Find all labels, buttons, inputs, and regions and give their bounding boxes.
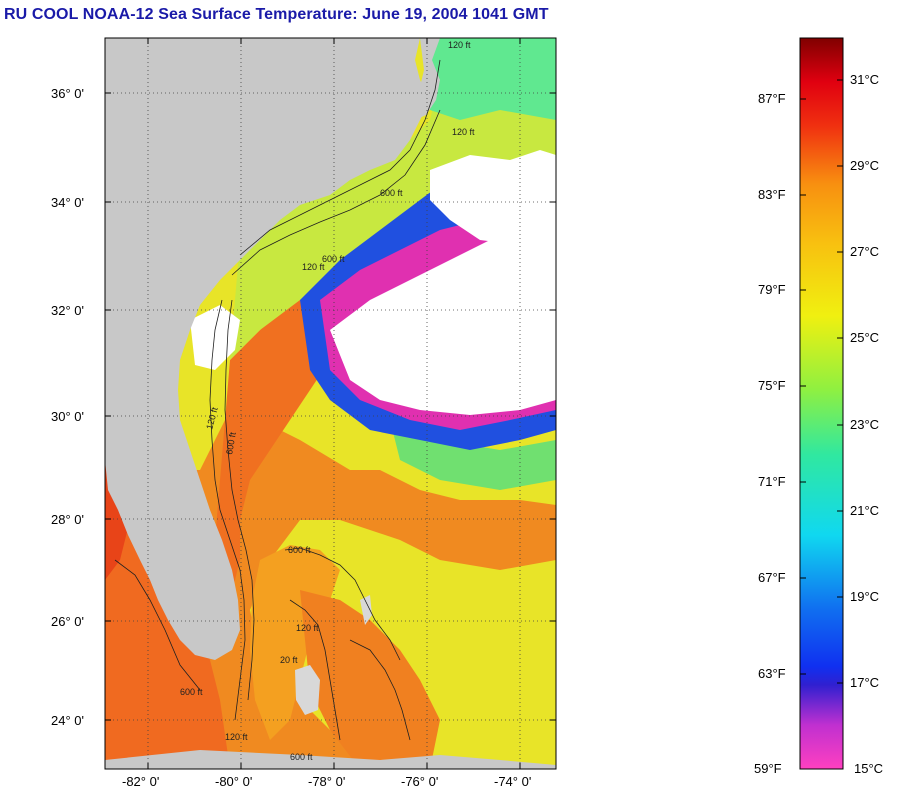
map-frame (104, 37, 557, 770)
colorbar-fahrenheit-label: 83°F (758, 187, 786, 202)
sst-image (105, 38, 556, 769)
page-title: RU COOL NOAA-12 Sea Surface Temperature:… (4, 6, 549, 23)
lon-tick-label: -80° 0' (215, 774, 253, 789)
colorbar-celsius-label: 21°C (850, 503, 880, 518)
lat-tick-label: 26° 0' (51, 614, 84, 629)
colorbar-celsius-label: 25°C (850, 330, 880, 345)
isobath-label: 600 ft (380, 188, 403, 198)
isobath-label: 20 ft (280, 655, 298, 665)
colorbar-celsius-label: 23°C (850, 417, 880, 432)
isobath-label: 120 ft (448, 40, 471, 50)
colorbar-celsius-label: 17°C (850, 675, 880, 690)
colorbar-celsius-label: 19°C (850, 589, 880, 604)
colorbar-celsius-label: 27°C (850, 244, 880, 259)
colorbar-fahrenheit-label: 59°F (754, 761, 782, 776)
isobath-label: 600 ft (290, 752, 313, 762)
colorbar-fahrenheit-label: 71°F (758, 474, 786, 489)
colorbar-celsius-label: 29°C (850, 158, 880, 173)
bahamas-bank-left (250, 545, 340, 740)
lon-tick-label: -82° 0' (122, 774, 160, 789)
isobath-label: 600 ft (180, 687, 203, 697)
bahamas-bank-right (300, 590, 440, 769)
isobath-label: 120 ft (225, 732, 248, 742)
land-cuba (105, 750, 556, 769)
island-eleuthera (360, 595, 372, 625)
lat-tick-label: 34° 0' (51, 195, 84, 210)
gulf-stream-core (210, 290, 340, 640)
colorbar (800, 38, 843, 769)
lon-tick-label: -74° 0' (494, 774, 532, 789)
land-southeast-us (105, 38, 430, 660)
shelf-water-north (230, 45, 556, 360)
lat-tick-label: 32° 0' (51, 303, 84, 318)
colorbar-fahrenheit-label: 87°F (758, 91, 786, 106)
colorbar-fahrenheit-label: 75°F (758, 378, 786, 393)
isobath-label: 120 ft (296, 623, 319, 633)
lon-tick-label: -78° 0' (308, 774, 346, 789)
colorbar-celsius-label: 15°C (854, 761, 884, 776)
axis-ticks (105, 38, 556, 769)
colorbar-fahrenheit-label: 79°F (758, 282, 786, 297)
isobath-contours (114, 59, 441, 741)
isobath-label: 120 ft (302, 262, 325, 272)
isobath-label: 120 ft (452, 127, 475, 137)
cool-water-nw (420, 38, 556, 120)
colorbar-ticks (800, 79, 843, 684)
isobath-label: 600 ft (288, 545, 311, 555)
outer-banks (415, 38, 440, 120)
cloud-region-north (430, 150, 556, 245)
colorbar-celsius-label: 31°C (850, 72, 880, 87)
colorbar-fahrenheit-label: 63°F (758, 666, 786, 681)
lat-tick-label: 24° 0' (51, 713, 84, 728)
lat-tick-label: 36° 0' (51, 86, 84, 101)
isobath-labels: 120 ft 600 ft 120 ft 600 ft 120 ft 600 f… (180, 40, 475, 762)
colorbar-fahrenheit-label: 67°F (758, 570, 786, 585)
colorbar-frame (799, 37, 844, 770)
cloud-region-main (330, 230, 556, 415)
island-andros (295, 665, 320, 715)
gulf-stream-warm-band (105, 410, 556, 769)
lat-tick-label: 28° 0' (51, 512, 84, 527)
cloud-coastal-georgia (190, 305, 240, 370)
lat-tick-label: 30° 0' (51, 409, 84, 424)
lon-tick-label: -76° 0' (401, 774, 439, 789)
isobath-label: 600 ft (322, 254, 345, 264)
isobath-label: 600 ft (224, 431, 238, 455)
